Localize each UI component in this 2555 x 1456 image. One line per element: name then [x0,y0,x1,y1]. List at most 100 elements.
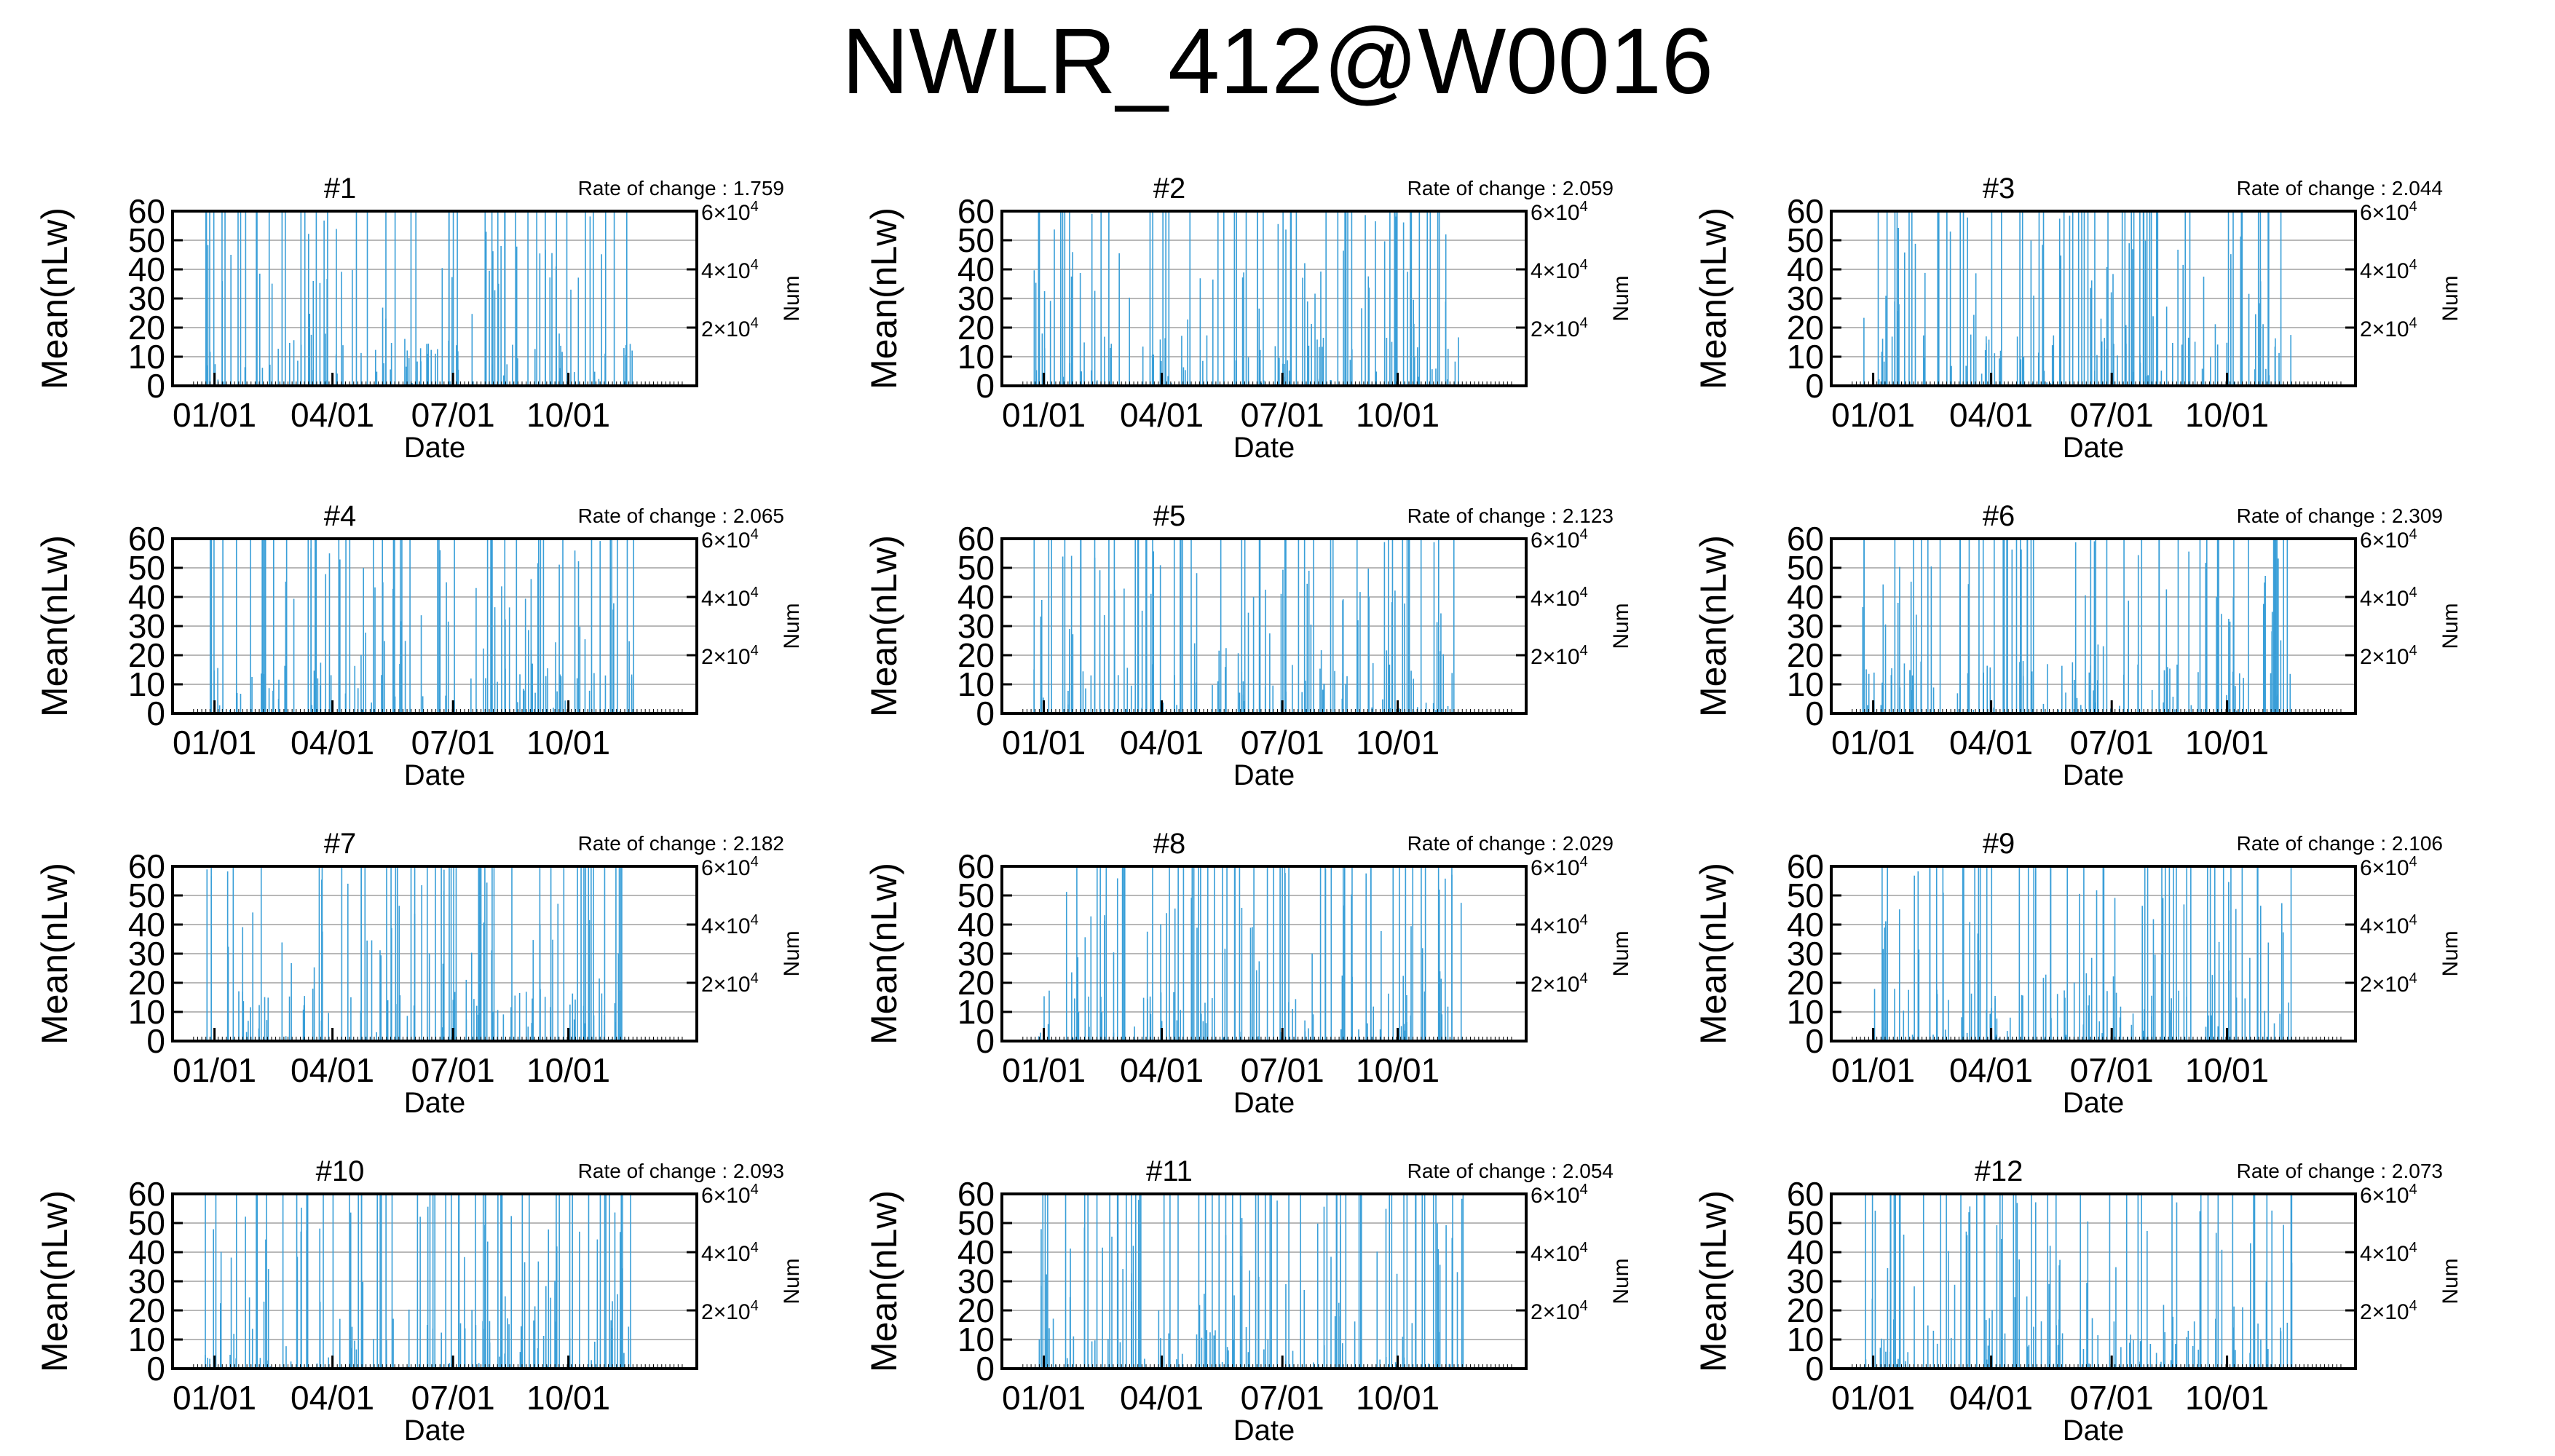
y2-tick-exponent: 4 [2409,199,2417,215]
y-tick-label: 30 [1787,1262,1824,1300]
y-axis-label: Mean(nLw) [34,863,75,1045]
x-tick-label: 04/01 [1949,1379,2033,1417]
y2-tick-times: ×10 [714,1184,751,1208]
y-axis-label: Mean(nLw) [864,535,904,717]
y2-tick-exponent: 4 [2409,1182,2417,1198]
y2-tick-exponent: 4 [1580,970,1588,986]
panel-title: #2 [1153,173,1186,205]
y-tick-label: 20 [128,1291,165,1329]
y2-tick-label: 2×104 [701,315,759,341]
y-tick-label: 0 [1805,367,1824,405]
y-axis-label: Mean(nLw) [1693,535,1734,717]
rate-of-change-label: Rate of change : 2.029 [1407,832,1614,855]
panel-title: #7 [324,828,357,860]
y2-tick-label: 6×104 [1531,1182,1588,1208]
y-tick-label: 20 [1787,1291,1824,1329]
y2-axis-label: Num [1609,603,1633,649]
y2-tick-exponent: 4 [1580,1298,1588,1314]
y-axis-label: Mean(nLw) [1693,863,1734,1045]
x-tick-label: 07/01 [2070,1379,2154,1417]
y-tick-label: 10 [957,1321,995,1358]
y2-tick-times: ×10 [714,259,751,283]
y2-tick-label: 2×104 [2360,643,2417,669]
y-tick-label: 60 [957,520,995,558]
y2-tick-label: 6×104 [2360,526,2417,553]
y2-tick-mantissa: 6 [2360,201,2372,225]
y2-tick-label: 4×104 [2360,585,2417,611]
x-axis-label: Date [404,1087,466,1119]
y-axis-label: Mean(nLw) [864,863,904,1045]
y2-tick-label: 2×104 [701,643,759,669]
y2-tick-exponent: 4 [751,315,759,331]
x-tick-label: 01/01 [1002,396,1086,434]
y2-tick-times: ×10 [714,1242,751,1266]
y2-tick-mantissa: 4 [1531,914,1543,938]
y-tick-label: 10 [957,338,995,376]
y-tick-label: 60 [128,1175,165,1213]
y2-tick-times: ×10 [1543,1184,1580,1208]
y2-tick-label: 6×104 [701,1182,759,1208]
x-tick-label: 01/01 [173,1051,256,1089]
y-tick-label: 30 [957,1262,995,1300]
y2-tick-mantissa: 2 [2360,973,2372,997]
y-tick-label: 40 [957,1233,995,1271]
x-tick-label: 07/01 [2070,1051,2154,1089]
y2-tick-label: 4×104 [1531,912,1588,938]
y2-tick-label: 4×104 [701,257,759,283]
x-tick-label: 01/01 [1002,724,1086,761]
y-tick-label: 10 [957,993,995,1031]
y2-axis-label: Num [780,1258,804,1304]
y-tick-label: 40 [1787,906,1824,943]
x-tick-label: 10/01 [526,724,610,761]
y2-tick-mantissa: 4 [701,259,714,283]
x-tick-label: 10/01 [2185,1379,2269,1417]
x-tick-label: 10/01 [526,1051,610,1089]
y-tick-label: 50 [128,1204,165,1242]
y-tick-label: 40 [957,250,995,288]
x-tick-label: 07/01 [2070,396,2154,434]
y2-axis-label: Num [1609,930,1633,976]
y2-tick-mantissa: 2 [701,973,714,997]
y2-tick-exponent: 4 [751,585,759,601]
y2-tick-label: 6×104 [2360,1182,2417,1208]
y-tick-label: 30 [957,280,995,317]
y2-tick-mantissa: 4 [2360,259,2372,283]
y2-tick-times: ×10 [714,1300,751,1324]
rate-of-change-label: Rate of change : 2.073 [2237,1160,2443,1182]
y-tick-label: 50 [957,549,995,587]
x-tick-label: 01/01 [1831,724,1915,761]
y-tick-label: 30 [128,280,165,317]
y-axis-label: Mean(nLw) [1693,207,1734,389]
y2-tick-label: 2×104 [1531,970,1588,997]
y2-tick-exponent: 4 [1580,1240,1588,1256]
y-tick-label: 60 [957,192,995,230]
y2-tick-exponent: 4 [2409,970,2417,986]
y2-tick-mantissa: 6 [1531,856,1543,880]
y-tick-label: 0 [146,695,165,732]
x-tick-label: 04/01 [291,396,374,434]
y-tick-label: 10 [1787,1321,1824,1358]
y2-tick-mantissa: 2 [1531,1300,1543,1324]
y2-tick-exponent: 4 [1580,257,1588,273]
y2-tick-exponent: 4 [1580,199,1588,215]
x-tick-label: 04/01 [1120,396,1204,434]
y-tick-label: 20 [957,964,995,1002]
y-tick-label: 60 [957,1175,995,1213]
y2-tick-mantissa: 6 [2360,529,2372,553]
panel-title: #12 [1975,1155,2023,1187]
y2-tick-label: 2×104 [1531,315,1588,341]
x-tick-label: 01/01 [1831,1379,1915,1417]
x-tick-label: 10/01 [1356,724,1440,761]
rate-of-change-label: Rate of change : 1.759 [578,177,784,199]
y2-tick-exponent: 4 [1580,585,1588,601]
y2-tick-exponent: 4 [751,257,759,273]
x-tick-label: 01/01 [1002,1379,1086,1417]
y2-tick-exponent: 4 [2409,315,2417,331]
y2-tick-times: ×10 [1543,856,1580,880]
y2-tick-times: ×10 [1543,1300,1580,1324]
y2-tick-times: ×10 [2372,1184,2409,1208]
rate-of-change-label: Rate of change : 2.044 [2237,177,2443,199]
